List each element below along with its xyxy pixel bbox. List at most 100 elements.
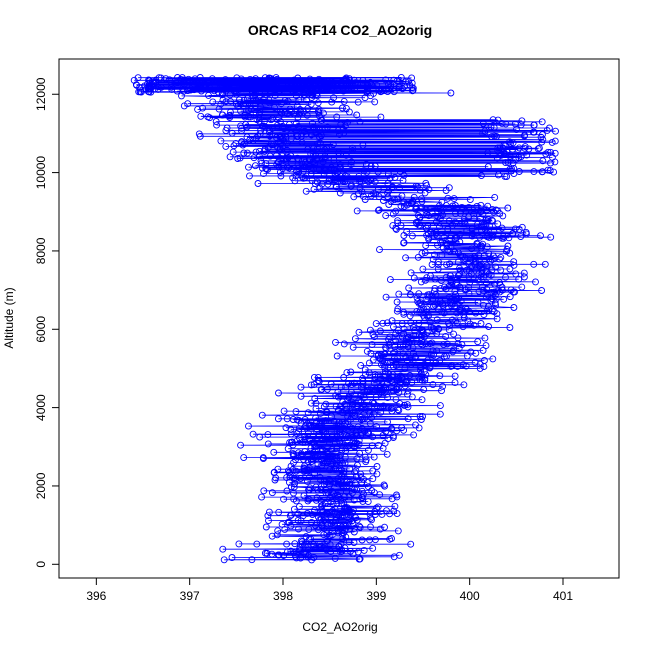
data-point [319, 453, 327, 461]
data-point [507, 139, 514, 147]
data-point [357, 470, 365, 478]
data-point [548, 138, 556, 146]
data-point [452, 239, 460, 247]
data-point [301, 416, 309, 423]
data-point [312, 483, 320, 491]
data-point [371, 511, 379, 518]
data-point [343, 119, 351, 126]
data-point [238, 138, 246, 146]
data-point [274, 551, 282, 559]
data-point [324, 78, 332, 86]
data-point [310, 144, 318, 152]
data-point [385, 340, 393, 348]
data-point [295, 81, 303, 89]
x-axis: 396 397 398 399 400 401 [86, 577, 573, 603]
data-point [220, 556, 228, 564]
data-point [387, 358, 395, 366]
data-point [256, 107, 264, 115]
data-point [268, 550, 276, 558]
data-point [199, 104, 207, 112]
data-point [419, 265, 427, 273]
data-point [283, 415, 291, 423]
data-point [436, 410, 444, 418]
data-point [190, 80, 198, 88]
data-point [350, 379, 358, 387]
data-point [392, 396, 400, 404]
data-point [406, 312, 414, 320]
data-point [417, 340, 425, 348]
data-point [204, 113, 212, 121]
data-point [400, 308, 408, 316]
data-point [416, 413, 424, 420]
data-point [145, 76, 153, 84]
data-point [375, 86, 383, 94]
data-point [422, 295, 430, 303]
data-point [287, 547, 295, 555]
data-point [390, 76, 398, 84]
data-point [295, 503, 303, 511]
data-point [265, 83, 273, 91]
data-point [541, 260, 549, 268]
data-point [258, 164, 266, 172]
data-point [458, 341, 466, 348]
data-point [313, 418, 321, 425]
data-point [444, 194, 452, 202]
data-point [415, 319, 423, 327]
data-point [370, 333, 378, 341]
data-point [438, 387, 445, 395]
data-point [415, 290, 423, 298]
data-point [520, 269, 528, 277]
data-point [249, 430, 257, 438]
data-point [340, 340, 348, 348]
data-point [491, 193, 499, 201]
data-point [445, 293, 453, 301]
data-point [312, 442, 320, 450]
data-point [343, 369, 351, 377]
data-point [254, 132, 262, 140]
y-tick-label: 10000 [34, 156, 48, 190]
data-point [485, 306, 493, 314]
data-point [431, 287, 438, 295]
data-point [312, 496, 320, 504]
data-point [266, 132, 274, 140]
data-point [322, 489, 330, 497]
data-point [262, 523, 270, 531]
data-point [460, 381, 468, 389]
data-point [245, 422, 252, 430]
data-point [180, 102, 188, 110]
data-point [225, 112, 233, 120]
data-point [350, 496, 358, 504]
data-point [371, 98, 379, 106]
data-point [488, 307, 496, 315]
data-point [497, 253, 505, 261]
data-point [489, 217, 497, 225]
data-point [388, 495, 396, 503]
data-point [301, 462, 308, 470]
data-point [355, 522, 363, 530]
data-point [405, 284, 413, 292]
data-point [479, 287, 487, 295]
data-point [275, 389, 282, 397]
data-point [328, 412, 335, 420]
data-point [498, 224, 506, 232]
data-point [286, 105, 294, 113]
data-point [275, 158, 282, 166]
data-point [287, 511, 295, 519]
data-point [162, 75, 170, 83]
data-point [422, 242, 430, 250]
data-point [313, 124, 321, 132]
data-point [277, 172, 285, 180]
data-point [341, 172, 349, 180]
data-point [432, 218, 440, 226]
data-point [393, 298, 401, 306]
data-point [523, 151, 531, 159]
data-point [478, 283, 486, 291]
data-point [380, 360, 388, 368]
data-point [208, 75, 216, 83]
data-point [311, 395, 319, 402]
data-point [332, 338, 339, 346]
data-point [432, 229, 440, 236]
data-point [368, 80, 376, 88]
data-point [280, 124, 288, 132]
data-point [364, 483, 372, 491]
